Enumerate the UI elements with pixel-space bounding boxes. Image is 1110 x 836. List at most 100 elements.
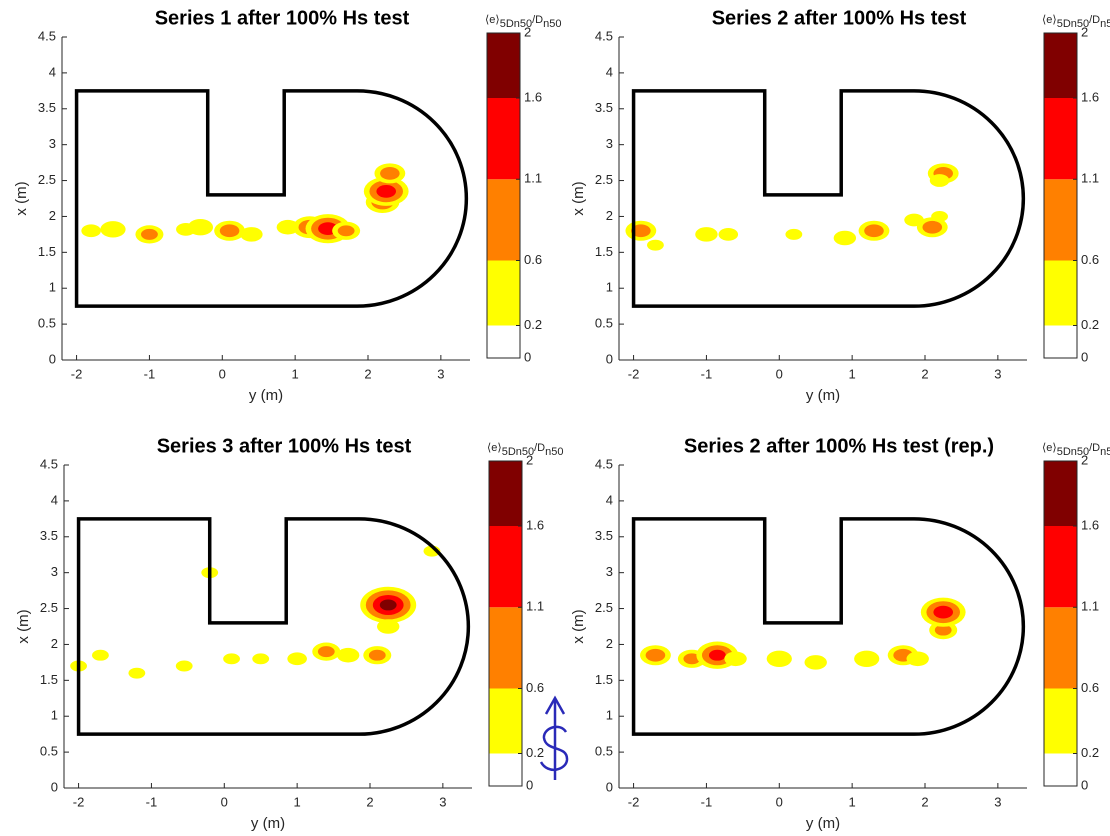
y-tick-label: 2 <box>51 636 58 651</box>
colorbar-label-part: /D <box>532 14 543 26</box>
colorbar-label-part: n50 <box>1100 446 1110 458</box>
y-axis-label: x (m) <box>13 181 30 215</box>
damage-spot <box>379 599 397 611</box>
colorbar-tick-label: 0.2 <box>524 317 542 332</box>
x-tick-label: 2 <box>921 794 928 809</box>
colorbar-band <box>489 688 522 754</box>
damage-spot <box>766 650 792 667</box>
damage-spot <box>219 224 240 238</box>
y-tick-label: 2.5 <box>595 172 613 187</box>
damage-spot <box>317 646 335 658</box>
y-tick-label: 1 <box>49 280 56 295</box>
x-tick-label: -2 <box>71 366 83 381</box>
colorbar-label-part: /D <box>534 442 545 454</box>
damage-spot <box>223 653 240 665</box>
panel: Series 2 after 100% Hs test (rep.) -2 -1 0 1… <box>570 435 1110 832</box>
damage-spot <box>100 221 126 238</box>
y-tick-label: 4 <box>606 492 613 507</box>
colorbar-tick-label: 0 <box>526 777 533 792</box>
x-tick-label: -2 <box>628 366 640 381</box>
colorbar-frame <box>1043 460 1078 787</box>
chart-title: Series 1 after 100% Hs test <box>155 7 410 29</box>
damage-spot <box>337 225 355 237</box>
colorbar-frame <box>488 460 523 787</box>
damage-spot <box>933 605 954 619</box>
colorbar-band <box>1044 179 1077 261</box>
colorbar-tick-label: 1.1 <box>1081 599 1099 614</box>
colorbar-tick-label: 0.2 <box>1081 317 1099 332</box>
damage-spot <box>175 660 193 672</box>
y-tick-label: 3.5 <box>595 528 613 543</box>
panel: Series 2 after 100% Hs test -2 -1 0 1 2 3 0 0.5 1… <box>570 7 1110 404</box>
colorbar-label-part: n50 <box>545 446 563 458</box>
y-tick-label: 2 <box>606 636 613 651</box>
y-tick-label: 3 <box>606 564 613 579</box>
damage-spot <box>922 220 943 234</box>
colorbar-tick-label: 0.2 <box>1081 745 1099 760</box>
colorbar-label: ⟨e⟩5Dn50/Dn50 <box>1042 14 1110 30</box>
y-tick-label: 4 <box>51 492 58 507</box>
y-axis-label: x (m) <box>15 609 32 643</box>
damage-spot <box>252 653 270 665</box>
colorbar-tick-label: 0.2 <box>526 745 544 760</box>
x-tick-label: 0 <box>221 794 228 809</box>
colorbar-band <box>1044 688 1077 754</box>
x-tick-label: -1 <box>146 794 158 809</box>
x-tick-label: 3 <box>439 794 446 809</box>
colorbar-band <box>489 753 522 786</box>
colorbar-band <box>487 98 520 180</box>
x-axis-label: y (m) <box>806 387 840 404</box>
x-axis-label: y (m) <box>251 815 285 832</box>
y-tick-label: 4.5 <box>595 456 613 471</box>
y-tick-label: 3.5 <box>595 100 613 115</box>
x-tick-label: 2 <box>364 366 371 381</box>
y-tick-label: 0 <box>49 351 56 366</box>
damage-spot <box>645 648 666 662</box>
colorbar-label: ⟨e⟩5Dn50/Dn50 <box>1042 442 1110 458</box>
damage-spot <box>631 224 651 238</box>
damage-spot <box>864 224 884 238</box>
colorbar-label-part: ⟨e⟩ <box>487 442 502 454</box>
colorbar-label-part: n50 <box>543 18 561 30</box>
damage-spot <box>833 230 857 246</box>
damage-spot <box>376 184 397 198</box>
colorbar-band <box>1044 260 1077 326</box>
colorbar-band <box>1044 325 1077 358</box>
damage-spot <box>92 649 109 661</box>
colorbar-tick-label: 0 <box>1081 349 1088 364</box>
x-tick-label: 0 <box>776 366 783 381</box>
damage-spot <box>368 649 386 661</box>
damage-spot <box>906 651 929 667</box>
y-tick-label: 1 <box>606 280 613 295</box>
structure-outline <box>631 89 1025 308</box>
colorbar-band <box>489 461 522 526</box>
x-tick-label: 1 <box>292 366 299 381</box>
colorbar-tick-label: 0 <box>1081 777 1088 792</box>
colorbar-tick-label: 1.1 <box>1081 171 1099 186</box>
damage-spot <box>377 619 400 634</box>
y-tick-label: 3.5 <box>40 528 58 543</box>
x-tick-label: 3 <box>994 794 1001 809</box>
x-tick-label: 2 <box>366 794 373 809</box>
damage-spot <box>141 228 158 240</box>
y-tick-label: 3 <box>49 136 56 151</box>
colorbar-band <box>1044 753 1077 786</box>
damage-spot <box>934 624 952 636</box>
y-tick-label: 2.5 <box>40 600 58 615</box>
y-tick-label: 0 <box>51 779 58 794</box>
x-tick-label: 0 <box>776 794 783 809</box>
x-axis-label: y (m) <box>806 815 840 832</box>
x-tick-label: 2 <box>921 366 928 381</box>
colorbar-frame <box>1043 32 1078 359</box>
y-tick-label: 4.5 <box>38 28 56 43</box>
colorbar-tick-label: 0.6 <box>1081 680 1099 695</box>
x-tick-label: 1 <box>294 794 301 809</box>
colorbar-tick-label: 1.6 <box>526 517 544 532</box>
y-tick-label: 0.5 <box>595 744 613 759</box>
y-tick-label: 3.5 <box>38 100 56 115</box>
y-tick-label: 3 <box>606 136 613 151</box>
damage-spot <box>128 667 146 679</box>
colorbar-band <box>489 526 522 608</box>
colorbar-band <box>1044 98 1077 180</box>
